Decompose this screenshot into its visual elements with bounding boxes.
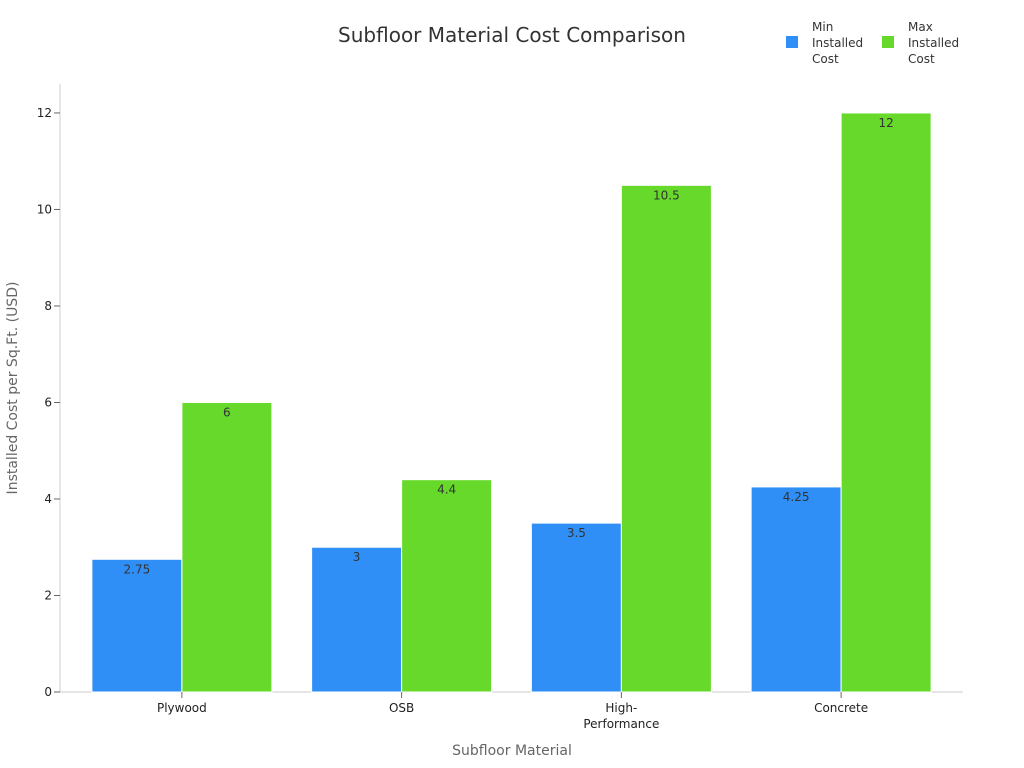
legend-label-line: Cost: [908, 52, 935, 66]
bar-min-3: [750, 486, 842, 693]
x-tick-label: Concrete: [814, 701, 868, 715]
x-axis-title: Subfloor Material: [452, 743, 572, 759]
legend-swatch: [786, 36, 798, 48]
data-label-group: 2.75 6 3 4.4 3.5 10.5 4.25 12: [124, 116, 894, 576]
x-tick-label-line: Performance: [583, 717, 659, 731]
data-label: 3.5: [567, 526, 586, 540]
legend-label: Min Installed Cost: [812, 20, 863, 66]
legend-label-line: Installed: [812, 36, 863, 50]
bar-max-2: [620, 184, 712, 693]
data-label: 4.4: [437, 483, 456, 497]
y-tick-label: 12: [37, 106, 52, 120]
x-tick-label: Plywood: [157, 701, 207, 715]
data-label: 10.5: [653, 188, 680, 202]
y-tick-label: 8: [44, 299, 52, 313]
legend: Min Installed Cost Max Installed Cost: [786, 20, 959, 66]
x-tick-label: High- Performance: [583, 701, 659, 731]
legend-label: Max Installed Cost: [908, 20, 959, 66]
bar-max-0: [181, 401, 273, 693]
x-tick-label-line: OSB: [389, 701, 414, 715]
y-axis-ticks: 0 2 4 6 8 10 12: [37, 106, 60, 699]
data-label: 12: [878, 116, 893, 130]
x-tick-label: OSB: [389, 701, 414, 715]
bar-max-1: [401, 479, 493, 693]
x-tick-label-line: Concrete: [814, 701, 868, 715]
bar-min-2: [530, 522, 622, 693]
data-label: 4.25: [783, 490, 810, 504]
y-tick-label: 4: [44, 492, 52, 506]
bar-min-0: [91, 558, 183, 693]
bar-min-1: [311, 546, 403, 693]
bar-max-3: [840, 112, 932, 693]
legend-label-line: Min: [812, 20, 833, 34]
legend-label-line: Max: [908, 20, 933, 34]
legend-swatch: [882, 36, 894, 48]
y-tick-label: 0: [44, 685, 52, 699]
legend-label-line: Cost: [812, 52, 839, 66]
y-tick-label: 10: [37, 202, 52, 216]
x-axis-ticks: Plywood OSB High- Performance Concrete: [157, 692, 868, 731]
y-tick-label: 2: [44, 588, 52, 602]
legend-label-line: Installed: [908, 36, 959, 50]
data-label: 6: [223, 405, 231, 419]
x-tick-label-line: High-: [605, 701, 637, 715]
data-label: 2.75: [124, 562, 151, 576]
y-axis-title: Installed Cost per Sq.Ft. (USD): [5, 282, 21, 495]
chart-title: Subfloor Material Cost Comparison: [338, 23, 686, 47]
x-tick-label-line: Plywood: [157, 701, 207, 715]
y-tick-label: 6: [44, 395, 52, 409]
data-label: 3: [353, 550, 361, 564]
bar-series-group: [91, 112, 932, 693]
